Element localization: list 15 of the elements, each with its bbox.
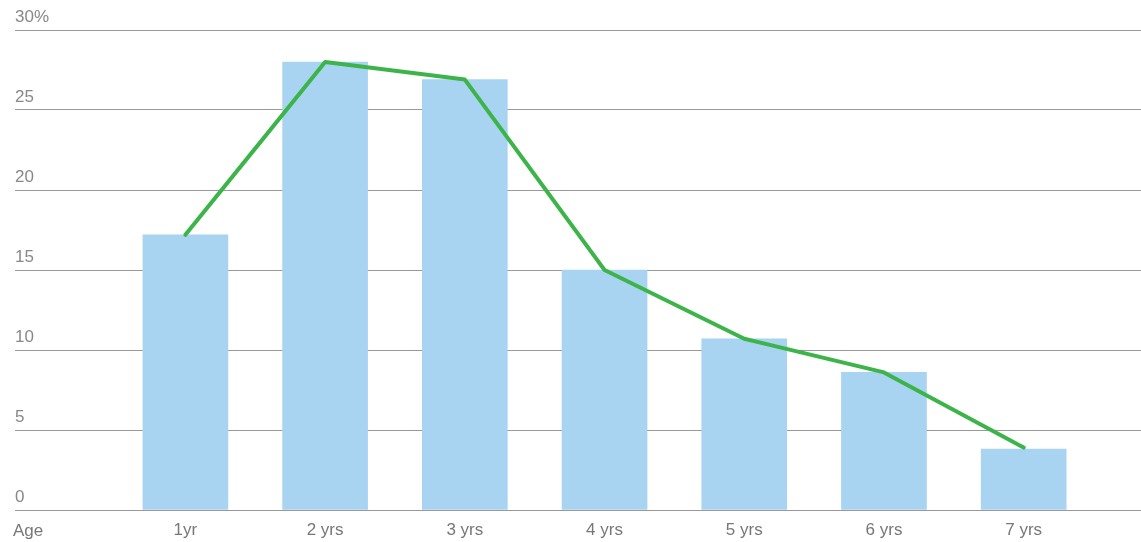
y-tick-label: 0 xyxy=(15,486,25,506)
y-tick-label: 20 xyxy=(15,166,34,186)
x-tick-label: 3 yrs xyxy=(446,519,484,539)
y-tick-label: 5 xyxy=(15,406,25,426)
x-tick-label: 2 yrs xyxy=(306,519,344,539)
x-tick-label: 1yr xyxy=(173,519,198,539)
y-tick-label: 30% xyxy=(15,6,50,26)
y-tick-label: 10 xyxy=(15,326,34,346)
x-tick-label: 7 yrs xyxy=(1005,519,1043,539)
x-tick-label: 6 yrs xyxy=(865,519,903,539)
x-tick-label: 4 yrs xyxy=(586,519,623,539)
x-axis-title: Age xyxy=(13,520,44,540)
y-tick-label: 25 xyxy=(15,86,34,106)
y-tick-label: 15 xyxy=(15,246,34,266)
x-tick-label: 5 yrs xyxy=(725,519,763,539)
